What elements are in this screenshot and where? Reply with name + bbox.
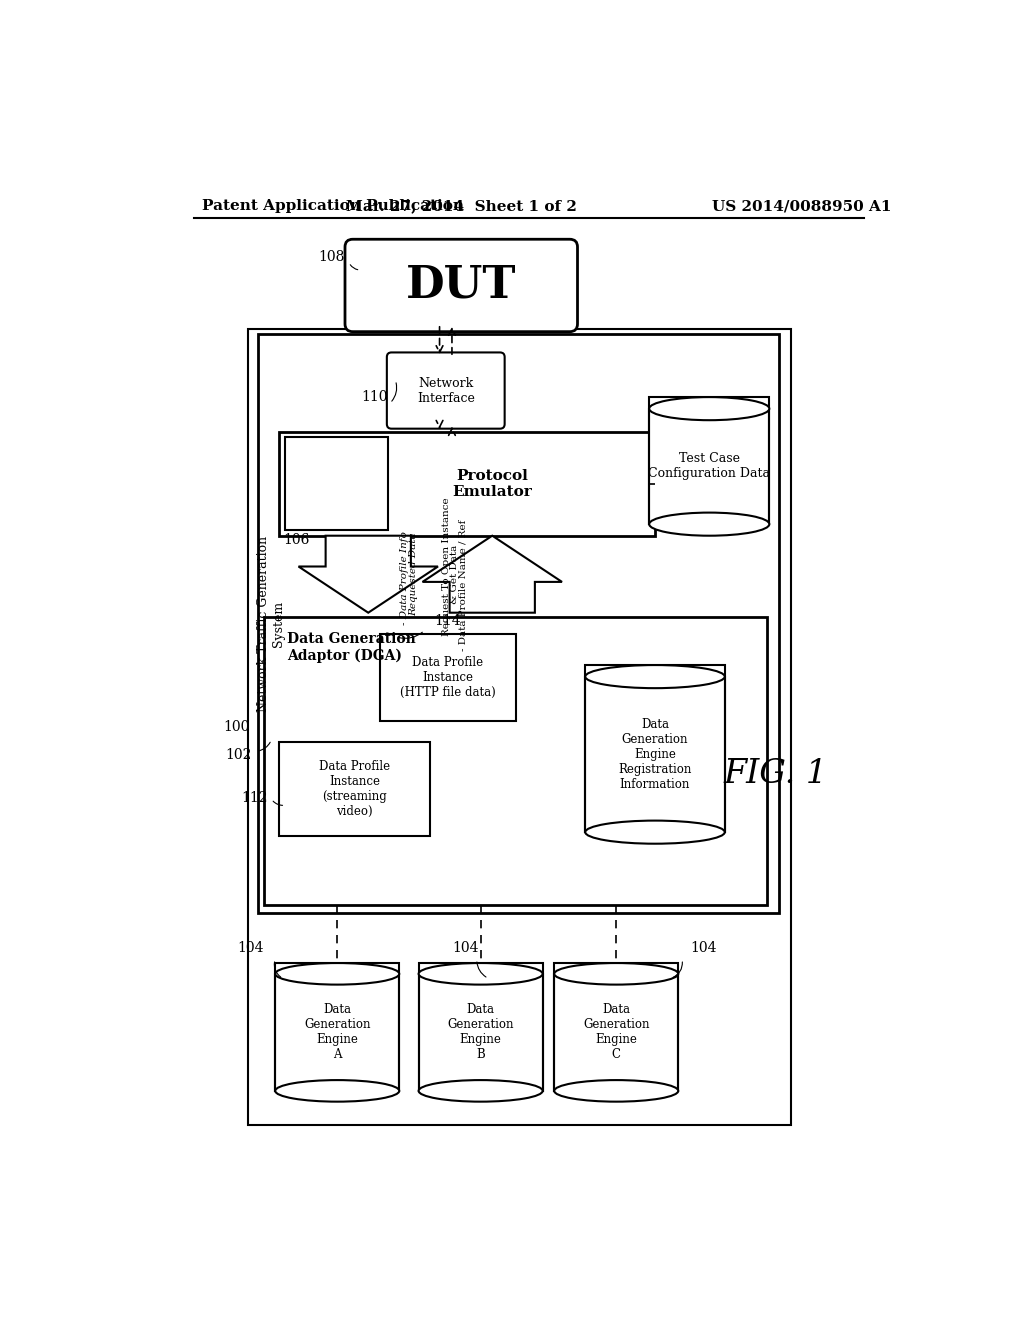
- FancyBboxPatch shape: [345, 239, 578, 331]
- Bar: [263, 616, 767, 906]
- Text: 104: 104: [452, 941, 478, 956]
- Ellipse shape: [649, 397, 769, 420]
- Polygon shape: [299, 536, 438, 612]
- Text: - Data Profile Info: - Data Profile Info: [400, 531, 410, 624]
- Bar: [248, 330, 791, 1125]
- Ellipse shape: [649, 512, 769, 536]
- Bar: [280, 742, 430, 836]
- Text: FIG. 1: FIG. 1: [723, 759, 827, 791]
- Ellipse shape: [275, 964, 399, 985]
- Bar: [258, 334, 779, 913]
- Bar: [419, 964, 543, 1090]
- Text: Data Profile
Instance
(HTTP file data): Data Profile Instance (HTTP file data): [399, 656, 496, 698]
- Text: & Get Data: & Get Data: [450, 545, 459, 603]
- Text: 104: 104: [690, 941, 717, 956]
- Text: 108: 108: [318, 249, 345, 264]
- Text: Protocol
Emulator: Protocol Emulator: [453, 469, 532, 499]
- Ellipse shape: [586, 821, 725, 843]
- Text: 110: 110: [361, 391, 388, 404]
- Bar: [380, 635, 515, 721]
- Text: Mar. 27, 2014  Sheet 1 of 2: Mar. 27, 2014 Sheet 1 of 2: [346, 199, 577, 213]
- Text: 112: 112: [241, 791, 267, 804]
- Text: Requested Data: Requested Data: [410, 532, 419, 616]
- Text: US 2014/0088950 A1: US 2014/0088950 A1: [713, 199, 892, 213]
- Text: 100: 100: [223, 719, 250, 734]
- Bar: [649, 397, 769, 524]
- Text: Data
Generation
Engine
B: Data Generation Engine B: [447, 1003, 514, 1061]
- Text: Data Generation
Adaptor (DGA): Data Generation Adaptor (DGA): [287, 632, 416, 663]
- Text: Data
Generation
Engine
Registration
Information: Data Generation Engine Registration Info…: [618, 718, 691, 791]
- Text: Data
Generation
Engine
C: Data Generation Engine C: [583, 1003, 649, 1061]
- Bar: [275, 964, 399, 1090]
- Ellipse shape: [554, 964, 678, 985]
- Text: 102: 102: [225, 748, 252, 762]
- Text: Request To Open Instance: Request To Open Instance: [442, 498, 451, 636]
- Text: Patent Application Publication: Patent Application Publication: [202, 199, 464, 213]
- FancyBboxPatch shape: [387, 352, 505, 429]
- Text: Data Profile
Instance
(streaming
video): Data Profile Instance (streaming video): [319, 760, 390, 818]
- Ellipse shape: [586, 665, 725, 688]
- Bar: [586, 665, 725, 832]
- Bar: [554, 964, 678, 1090]
- Text: 114: 114: [434, 614, 461, 628]
- Ellipse shape: [554, 1080, 678, 1102]
- Bar: [280, 432, 655, 536]
- Text: Data
Generation
Engine
A: Data Generation Engine A: [304, 1003, 371, 1061]
- Polygon shape: [423, 536, 562, 612]
- Text: Network Traffic Generation
System: Network Traffic Generation System: [257, 536, 285, 711]
- Ellipse shape: [275, 1080, 399, 1102]
- Ellipse shape: [419, 1080, 543, 1102]
- Text: Test Case
Configuration Data: Test Case Configuration Data: [648, 453, 770, 480]
- Ellipse shape: [419, 964, 543, 985]
- Text: Network
Interface: Network Interface: [417, 376, 475, 404]
- Text: 104: 104: [238, 941, 263, 956]
- Bar: [286, 437, 388, 531]
- Text: 106: 106: [283, 533, 309, 548]
- Text: - Data Profile Name / Ref: - Data Profile Name / Ref: [459, 520, 468, 652]
- Text: DUT: DUT: [406, 264, 516, 308]
